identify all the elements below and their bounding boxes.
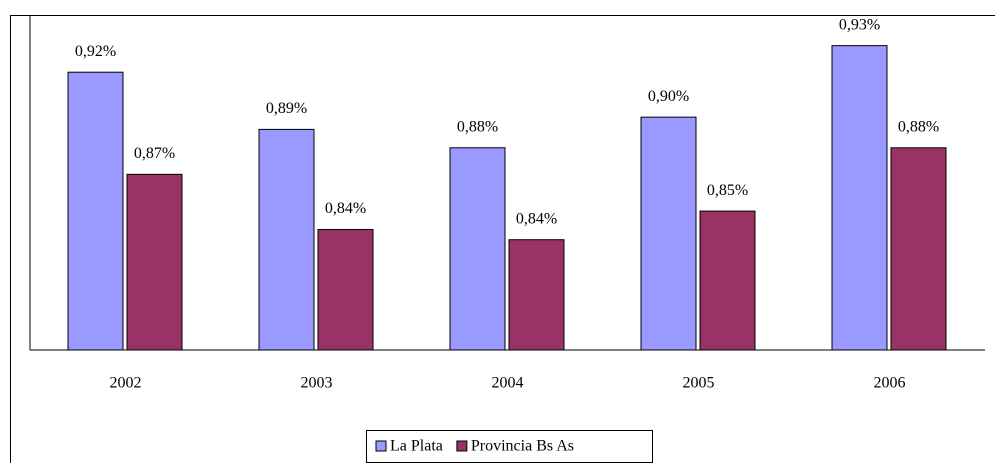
bar — [699, 210, 756, 351]
data-label: 0,93% — [839, 16, 880, 33]
bar — [126, 173, 183, 351]
data-label: 0,92% — [75, 43, 116, 60]
data-label: 0,88% — [457, 118, 498, 135]
x-tick-label: 2002 — [110, 375, 142, 392]
legend-swatch — [456, 440, 468, 452]
legend-swatch — [375, 440, 387, 452]
data-label: 0,87% — [134, 145, 175, 162]
bar — [640, 116, 697, 351]
x-tick-label: 2005 — [683, 375, 715, 392]
x-tick-label: 2003 — [301, 375, 333, 392]
data-label: 0,89% — [266, 100, 307, 117]
data-label: 0,85% — [707, 182, 748, 199]
bar — [258, 128, 315, 351]
bar — [890, 147, 947, 351]
bar — [508, 239, 565, 351]
data-label: 0,84% — [325, 200, 366, 217]
bar — [449, 147, 506, 351]
data-label: 0,90% — [648, 88, 689, 105]
legend-label: La Plata — [390, 438, 443, 455]
legend-box — [366, 430, 653, 463]
data-label: 0,84% — [516, 210, 557, 227]
bar — [831, 45, 888, 351]
bar — [67, 71, 124, 351]
legend-label: Provincia Bs As — [471, 438, 574, 455]
x-tick-label: 2006 — [874, 375, 906, 392]
x-tick-label: 2004 — [492, 375, 524, 392]
bar — [317, 228, 374, 351]
data-label: 0,88% — [898, 118, 939, 135]
